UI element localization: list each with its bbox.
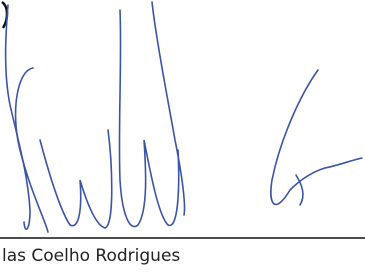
stroke [271, 70, 362, 204]
stroke [6, 5, 30, 229]
stroke [40, 130, 112, 228]
signature-strokes [6, 2, 362, 232]
page: las Coelho Rodrigues (() => { const data… [0, 0, 365, 276]
stroke [119, 10, 178, 227]
signature-area [0, 0, 365, 276]
signer-name: las Coelho Rodrigues [2, 246, 180, 266]
stroke [152, 2, 185, 215]
